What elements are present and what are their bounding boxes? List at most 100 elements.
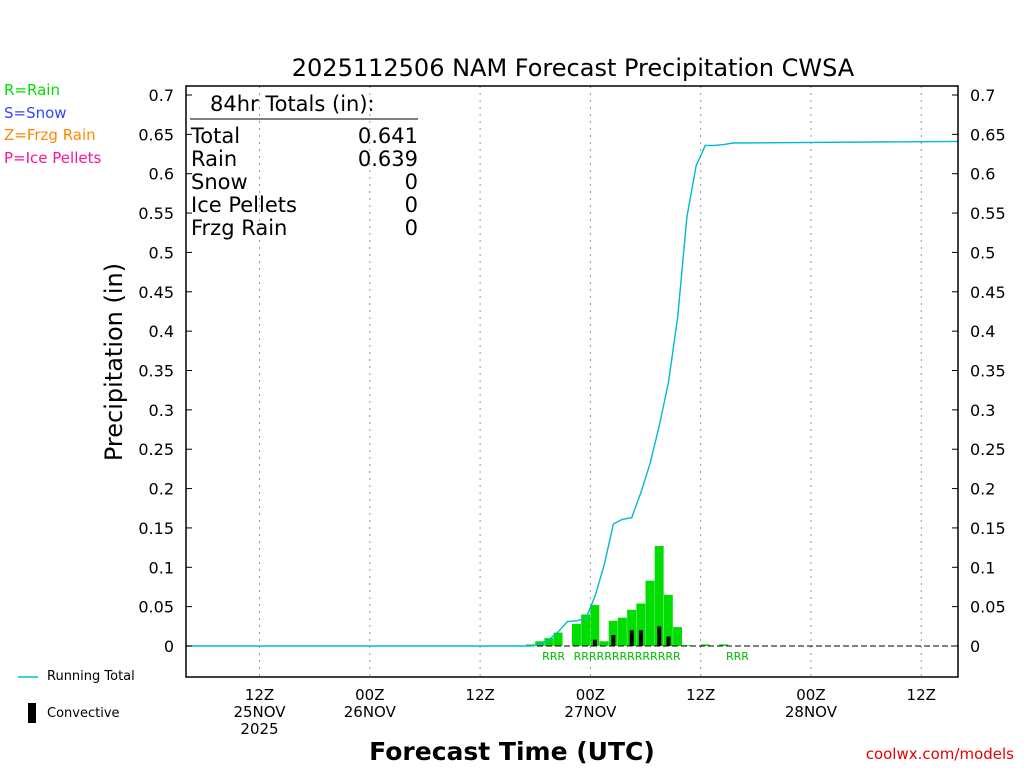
totals-value: 0.639 (358, 147, 418, 171)
x-tick-label: 12Z (465, 686, 494, 704)
legend-snow: S=Snow (4, 103, 67, 122)
rain-bar (627, 609, 637, 646)
precip-type-code: RRRRRRRRRRRRRR (574, 650, 681, 663)
convective-legend-swatch (28, 703, 36, 723)
x-tick-label: 00Z (355, 686, 384, 704)
y-tick-label-right: 0.05 (970, 598, 1006, 617)
y-tick-label-left: 0.5 (149, 243, 174, 262)
y-tick-label-right: 0.7 (970, 86, 995, 105)
y-tick-label-right: 0.45 (970, 283, 1006, 302)
totals-value: 0 (405, 170, 418, 194)
convective-bar (629, 630, 634, 646)
y-axis-label: Precipitation (in) (100, 263, 128, 461)
convective-bar (666, 636, 671, 646)
convective-bar (657, 626, 662, 646)
rain-bar (673, 627, 683, 646)
x-axis-label: Forecast Time (UTC) (369, 737, 655, 766)
credit-text: coolwx.com/models (865, 745, 1014, 763)
totals-value: 0 (405, 216, 418, 240)
y-tick-label-right: 0.4 (970, 322, 995, 341)
rain-bar (572, 623, 581, 646)
y-tick-label-right: 0.65 (970, 125, 1006, 144)
running-total-legend-label: Running Total (47, 669, 135, 684)
x-tick-label: 25NOV (233, 703, 286, 721)
precip-type-row: RRR RRRRRRRRRRRRRR RRR (542, 650, 749, 663)
y-tick-label-right: 0.5 (970, 243, 995, 262)
totals-annotation: 84hr Totals (in): Total 0.641 Rain 0.639 Snow… (190, 92, 418, 240)
rain-bar (535, 641, 545, 646)
x-tick-label: 27NOV (564, 703, 617, 721)
plot-frame (185, 85, 959, 678)
rain-bar (663, 594, 673, 646)
convective-bar (592, 639, 597, 646)
x-tick-label: 00Z (796, 686, 825, 704)
y-tick-label-left: 0.35 (138, 362, 174, 381)
precip-type-legend: R=Rain S=Snow Z=Frzg Rain P=Ice Pellets (4, 79, 101, 169)
y-tick-label-left: 0.3 (149, 401, 174, 420)
y-tick-label-right: 0.2 (970, 480, 995, 499)
x-tick-label: 00Z (576, 686, 605, 704)
convective-bar (611, 634, 616, 646)
rain-bar (617, 617, 627, 646)
rain-bar (581, 614, 591, 646)
y-tick-label-left: 0.25 (138, 440, 174, 459)
y-tick-label-left: 0.45 (138, 283, 174, 302)
convective-bars (592, 626, 671, 646)
totals-value: 0 (405, 193, 418, 217)
rain-bar (526, 644, 535, 646)
y-tick-label-right: 0.1 (970, 558, 995, 577)
running-total-line (186, 140, 959, 647)
legend-rain: R=Rain (4, 81, 60, 99)
totals-value: 0.641 (358, 124, 418, 148)
y-tick-label-left: 0.2 (149, 480, 174, 499)
y-tick-label-right: 0.55 (970, 204, 1006, 223)
totals-label: Total (190, 124, 240, 148)
y-tick-label-left: 0.6 (149, 165, 174, 184)
totals-label: Rain (191, 147, 237, 171)
totals-label: Ice Pellets (191, 193, 297, 217)
y-tick-label-right: 0.6 (970, 165, 995, 184)
y-tick-label-right: 0.3 (970, 401, 995, 420)
x-tick-label: 12Z (907, 686, 936, 704)
totals-label: Snow (191, 170, 248, 194)
precip-type-code: RRR (542, 650, 565, 663)
rain-bar (645, 580, 655, 646)
x-tick-label: 28NOV (785, 703, 838, 721)
legend-frzg-rain: Z=Frzg Rain (4, 126, 96, 144)
y-tick-label-left: 0.4 (149, 322, 174, 341)
rain-bar (654, 546, 664, 646)
x-tick-label: 12Z (686, 686, 715, 704)
chart-title: 2025112506 NAM Forecast Precipitation CW… (292, 54, 855, 82)
rain-bar (553, 632, 563, 646)
y-tick-label-right: 0.25 (970, 440, 1006, 459)
convective-bar (638, 630, 643, 646)
legend-ice-pellets: P=Ice Pellets (4, 148, 102, 167)
rain-bar (608, 620, 618, 646)
y-tick-label-left: 0 (164, 637, 174, 656)
x-tick-label: 26NOV (344, 703, 397, 721)
x-tick-label: 2025 (240, 720, 278, 738)
rain-bar (700, 644, 710, 646)
y-tick-label-left: 0.1 (149, 558, 174, 577)
precip-type-code: RRR (726, 650, 749, 663)
x-tick-label: 12Z (245, 686, 274, 704)
rain-bar (599, 641, 609, 646)
y-tick-label-right: 0.15 (970, 519, 1006, 538)
y-tick-label-right: 0 (970, 637, 980, 656)
rain-bar (636, 603, 646, 646)
rain-bar (590, 605, 600, 646)
y-tick-label-right: 0.35 (970, 362, 1006, 381)
gridlines (259, 86, 922, 677)
y-axis-ticks: 0 00.05 0.050.1 0.10.15 0.150.2 0.20.25 0.250.… (138, 86, 1005, 656)
totals-header: 84hr Totals (in): (210, 92, 375, 116)
y-tick-label-left: 0.55 (138, 204, 174, 223)
y-tick-label-left: 0.65 (138, 125, 174, 144)
rain-bar (544, 638, 554, 646)
y-tick-label-left: 0.15 (138, 519, 174, 538)
convective-legend-label: Convective (47, 706, 120, 721)
rain-bars (526, 546, 728, 646)
y-tick-label-left: 0.05 (138, 598, 174, 617)
totals-label: Frzg Rain (191, 216, 287, 240)
